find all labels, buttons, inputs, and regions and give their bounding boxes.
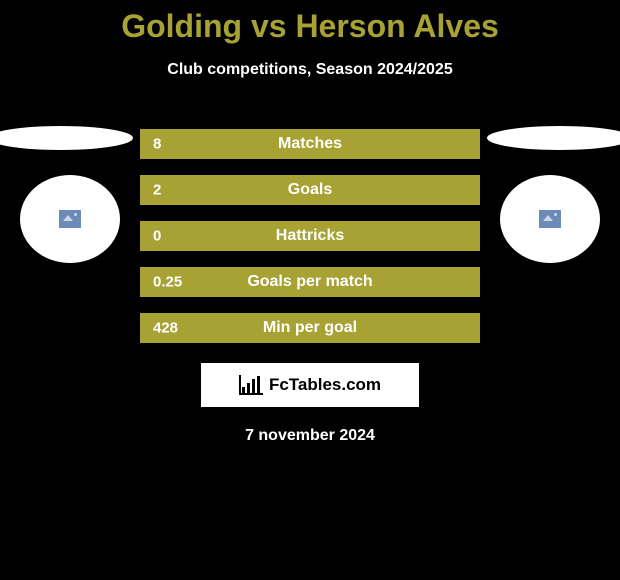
stat-row-hattricks: 0 Hattricks	[140, 221, 480, 251]
stats-container: 8 Matches 2 Goals 0 Hattricks 0.25 Goals…	[140, 129, 480, 343]
image-placeholder-icon	[59, 210, 81, 228]
stat-label: Min per goal	[263, 319, 357, 337]
stat-label: Hattricks	[276, 227, 344, 245]
stat-row-matches: 8 Matches	[140, 129, 480, 159]
stat-value: 8	[153, 136, 161, 153]
logo-text: FcTables.com	[269, 375, 381, 395]
stat-label: Goals	[288, 181, 332, 199]
stat-value: 2	[153, 182, 161, 199]
main-container: Golding vs Herson Alves Club competition…	[0, 0, 620, 445]
left-shadow-ellipse	[0, 126, 133, 150]
fctables-logo-box[interactable]: FcTables.com	[201, 363, 419, 407]
stat-row-goals-per-match: 0.25 Goals per match	[140, 267, 480, 297]
stat-row-min-per-goal: 428 Min per goal	[140, 313, 480, 343]
stat-label: Goals per match	[247, 273, 372, 291]
stat-value: 0.25	[153, 274, 182, 291]
stat-value: 428	[153, 320, 178, 337]
left-player-avatar	[20, 175, 120, 263]
right-player-avatar	[500, 175, 600, 263]
page-title: Golding vs Herson Alves	[0, 8, 620, 45]
subtitle: Club competitions, Season 2024/2025	[0, 61, 620, 79]
date-text: 7 november 2024	[0, 427, 620, 445]
stat-value: 0	[153, 228, 161, 245]
chart-icon	[239, 375, 263, 395]
image-placeholder-icon	[539, 210, 561, 228]
stat-row-goals: 2 Goals	[140, 175, 480, 205]
stat-label: Matches	[278, 135, 342, 153]
right-shadow-ellipse	[487, 126, 620, 150]
